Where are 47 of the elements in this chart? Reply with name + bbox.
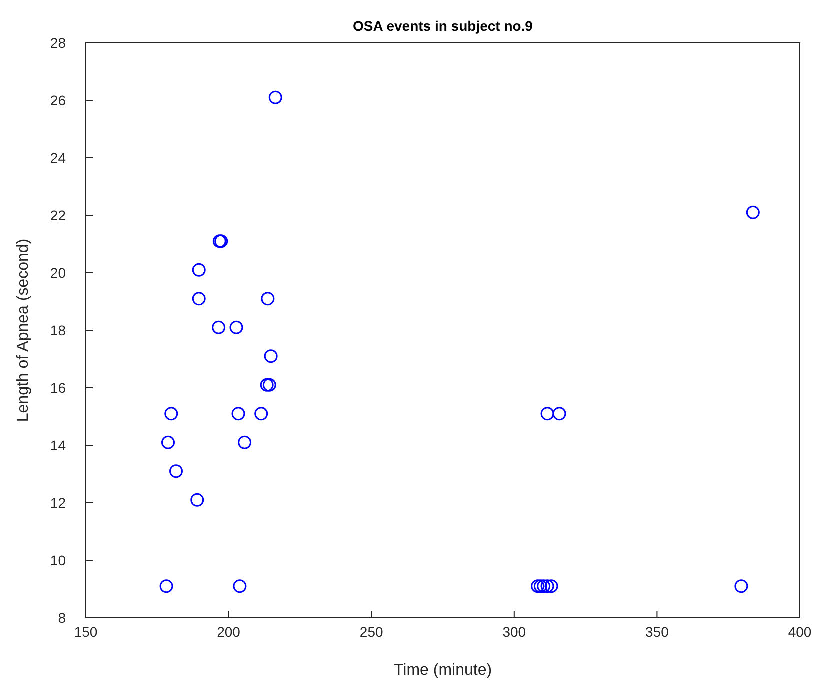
x-tick-label: 350 <box>646 624 670 640</box>
point <box>254 407 268 421</box>
point <box>264 350 278 364</box>
x-tick-label: 250 <box>360 624 384 640</box>
y-tick-label: 26 <box>50 92 66 108</box>
y-tick-label: 22 <box>50 208 66 224</box>
point <box>190 493 204 507</box>
point <box>162 436 176 450</box>
x-tick-label: 200 <box>217 624 241 640</box>
point <box>537 580 551 594</box>
point <box>540 407 554 421</box>
point <box>164 407 178 421</box>
x-tick-label: 150 <box>74 624 98 640</box>
point <box>531 580 545 594</box>
point <box>212 320 226 334</box>
y-tick-label: 28 <box>50 35 66 51</box>
point <box>232 407 246 421</box>
point <box>540 580 554 594</box>
chart-title: OSA events in subject no.9 <box>353 18 534 34</box>
x-axis-title: Time (minute) <box>394 662 492 679</box>
point <box>260 378 274 392</box>
point <box>262 378 276 392</box>
point <box>734 580 748 594</box>
point <box>544 580 558 594</box>
point <box>170 464 183 478</box>
y-tick-label: 20 <box>50 265 66 281</box>
point <box>534 580 548 594</box>
point <box>192 292 206 306</box>
y-tick-label: 12 <box>50 495 66 511</box>
x-tick-label: 300 <box>502 624 526 640</box>
y-tick-label: 10 <box>50 552 66 568</box>
point <box>230 320 244 334</box>
y-tick-label: 18 <box>50 322 66 338</box>
point <box>261 292 275 306</box>
y-axis-title: Length of Apnea (second) <box>15 238 32 422</box>
y-tick-label: 8 <box>58 610 66 626</box>
point <box>552 407 566 421</box>
point <box>160 580 174 594</box>
y-tick-label: 24 <box>50 150 66 166</box>
point <box>233 580 247 594</box>
y-tick-label: 14 <box>50 438 66 454</box>
point <box>268 90 282 104</box>
point <box>238 436 252 450</box>
point <box>192 263 206 277</box>
point <box>746 206 760 220</box>
y-tick-label: 16 <box>50 380 66 396</box>
x-tick-label: 400 <box>788 624 812 640</box>
